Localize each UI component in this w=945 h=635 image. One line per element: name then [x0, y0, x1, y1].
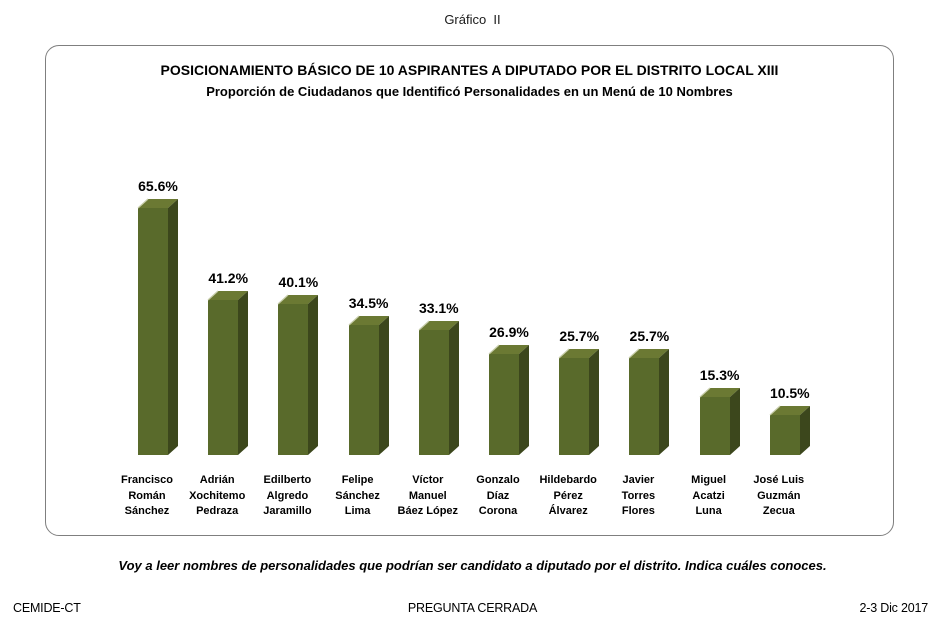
category-label-line: Sánchez — [124, 505, 170, 517]
bar-bevel-highlight — [699, 387, 710, 398]
category-label-line: Pérez — [553, 489, 583, 502]
bar-value-label: 65.6% — [138, 178, 178, 194]
bar-bevel-highlight — [628, 348, 640, 359]
category-label: Miguel Acatzi Luna — [672, 473, 746, 520]
category-label-line: Javier — [622, 474, 655, 486]
bar-bevel-highlight — [488, 344, 500, 355]
bar-value-label: 26.9% — [489, 324, 529, 340]
chart-subtitle: Proporción de Ciudadanos que Identificó … — [206, 84, 733, 99]
category-label-line: Víctor — [412, 474, 444, 486]
bar — [628, 348, 670, 455]
category-label-line: Flores — [621, 505, 655, 517]
bar-value-label: 25.7% — [559, 328, 600, 344]
survey-question-note: Voy a leer nombres de personalidades que… — [118, 558, 827, 573]
category-label-line: Manuel — [408, 489, 447, 502]
category-label-line: Guzmán — [757, 489, 801, 502]
category-label-line: Zecua — [762, 505, 795, 517]
category-label: Adrián Xochitemo Pedraza — [180, 473, 254, 520]
bar-bevel-highlight — [558, 348, 570, 359]
category-label-line: Luna — [695, 505, 722, 517]
bar-value-label: 10.5% — [769, 385, 810, 401]
category-label-line: Xochitemo — [189, 489, 246, 502]
category-label-line: Jaramillo — [263, 505, 312, 517]
chart-title: POSICIONAMIENTO BÁSICO DE 10 ASPIRANTES … — [160, 62, 779, 78]
category-label: Hildebardo Pérez Álvarez — [531, 473, 605, 520]
category-label: Felipe Sánchez Lima — [321, 473, 395, 520]
category-label: Francisco Román Sánchez — [110, 473, 184, 520]
category-label-line: Lima — [344, 505, 371, 517]
category-label: Edilberto Algredo Jaramillo — [250, 473, 324, 520]
category-label: Gonzalo Díaz Corona — [461, 473, 535, 520]
category-label-line: Adrián — [199, 474, 235, 486]
category-label-line: Pedraza — [196, 505, 239, 517]
category-label: José Luis Guzmán Zecua — [742, 473, 816, 520]
category-label-line: Francisco — [121, 474, 173, 486]
bar-bevel-highlight — [277, 294, 289, 305]
category-label-line: Miguel — [691, 474, 727, 486]
bar-value-label: 40.1% — [278, 274, 319, 290]
category-label-line: Díaz — [486, 489, 510, 502]
bar — [488, 344, 529, 455]
category-label-line: Corona — [478, 505, 518, 517]
category-label-line: Gonzalo — [476, 474, 520, 486]
bar-bevel-highlight — [348, 315, 359, 326]
chart-frame: POSICIONAMIENTO BÁSICO DE 10 ASPIRANTES … — [45, 45, 894, 536]
bar — [348, 315, 389, 455]
bar-bevel-highlight — [769, 405, 781, 416]
category-label-line: Sánchez — [335, 489, 380, 502]
bar-value-label: 41.2% — [208, 270, 249, 286]
bar — [769, 405, 810, 455]
bar-bevel-highlight — [137, 198, 149, 209]
bar-value-label: 25.7% — [629, 328, 670, 344]
bar — [699, 387, 740, 455]
bar-value-label: 15.3% — [699, 367, 740, 383]
question-type-label: PREGUNTA CERRADA — [407, 601, 538, 615]
source-label: CEMIDE-CT — [13, 601, 81, 615]
category-label-line: Acatzi — [692, 489, 725, 502]
category-label-line: Algredo — [266, 489, 309, 502]
bar-value-label: 34.5% — [348, 295, 389, 311]
bar — [277, 294, 319, 455]
category-label-line: Hildebardo — [539, 474, 597, 486]
category-label-line: Báez López — [397, 505, 459, 517]
category-label-line: Torres — [621, 489, 656, 502]
category-label-line: Felipe — [341, 474, 374, 486]
category-label-line: Álvarez — [548, 505, 588, 517]
date-label: 2-3 Dic 2017 — [859, 601, 929, 615]
category-label-line: Román — [128, 489, 166, 502]
bar — [558, 348, 600, 455]
bar-bevel-highlight — [418, 320, 430, 331]
category-label-line: Edilberto — [263, 474, 312, 486]
bar — [207, 290, 249, 455]
category-label-line: José Luis — [753, 474, 805, 486]
category-label: Víctor Manuel Báez López — [391, 473, 465, 520]
bar-bevel-highlight — [207, 290, 219, 301]
bar — [137, 198, 178, 455]
bar-value-label: 33.1% — [418, 300, 459, 316]
plot-area: 65.6% Francisco Román Sánchez 41.2% Adrián Xoc… — [46, 46, 893, 535]
bar — [418, 320, 459, 455]
category-label: Javier Torres Flores — [601, 473, 675, 520]
page-title: Gráfico II — [444, 12, 501, 27]
